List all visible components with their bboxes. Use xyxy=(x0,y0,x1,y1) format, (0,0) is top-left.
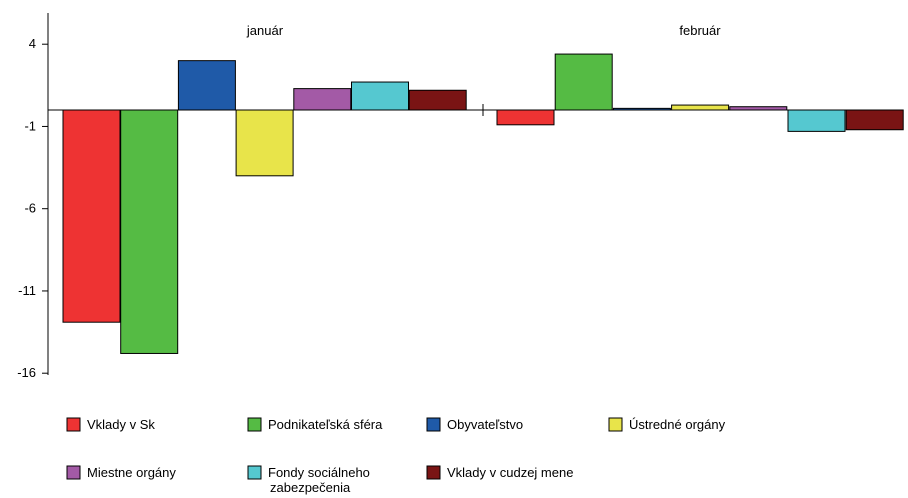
bar xyxy=(120,109,179,354)
legend-swatch xyxy=(247,465,262,480)
bar xyxy=(671,104,730,111)
category-label: február xyxy=(679,23,721,38)
legend-label: Vklady v Sk xyxy=(87,417,155,432)
y-tick-label: -11 xyxy=(18,283,36,298)
bar xyxy=(293,88,352,111)
legend-label: Obyvateľstvo xyxy=(447,417,523,432)
legend-swatch xyxy=(66,465,81,480)
y-tick-label: -1 xyxy=(24,118,36,133)
legend-label: Podnikateľská sféra xyxy=(268,417,383,432)
legend-label: Fondy sociálneho zabezpečenia xyxy=(268,465,370,495)
bar xyxy=(554,53,613,111)
legend-label: Miestne orgány xyxy=(87,465,176,480)
bar xyxy=(177,60,236,111)
y-tick-label: -16 xyxy=(17,365,36,380)
bar xyxy=(845,109,904,131)
bar xyxy=(62,109,121,323)
y-tick-label: -6 xyxy=(24,201,36,216)
bar xyxy=(496,109,555,126)
bars xyxy=(62,53,904,354)
bar xyxy=(612,107,671,111)
bar xyxy=(408,89,467,111)
bar xyxy=(351,81,409,111)
legend-swatch xyxy=(608,417,623,432)
legend-swatch xyxy=(426,417,441,432)
legend-label: Ústredné orgány xyxy=(629,417,726,432)
legend: Vklady v Sk Podnikateľská sféra Obyvateľst… xyxy=(66,417,726,495)
bar xyxy=(729,106,788,111)
y-tick-label: 4 xyxy=(29,36,36,51)
category-labels: január február xyxy=(246,23,721,38)
bar xyxy=(235,109,294,177)
legend-swatch xyxy=(247,417,262,432)
legend-swatch xyxy=(426,465,441,480)
legend-swatch xyxy=(66,417,81,432)
category-label: január xyxy=(246,23,284,38)
bar xyxy=(787,109,846,132)
legend-label: Vklady v cudzej mene xyxy=(447,465,573,480)
